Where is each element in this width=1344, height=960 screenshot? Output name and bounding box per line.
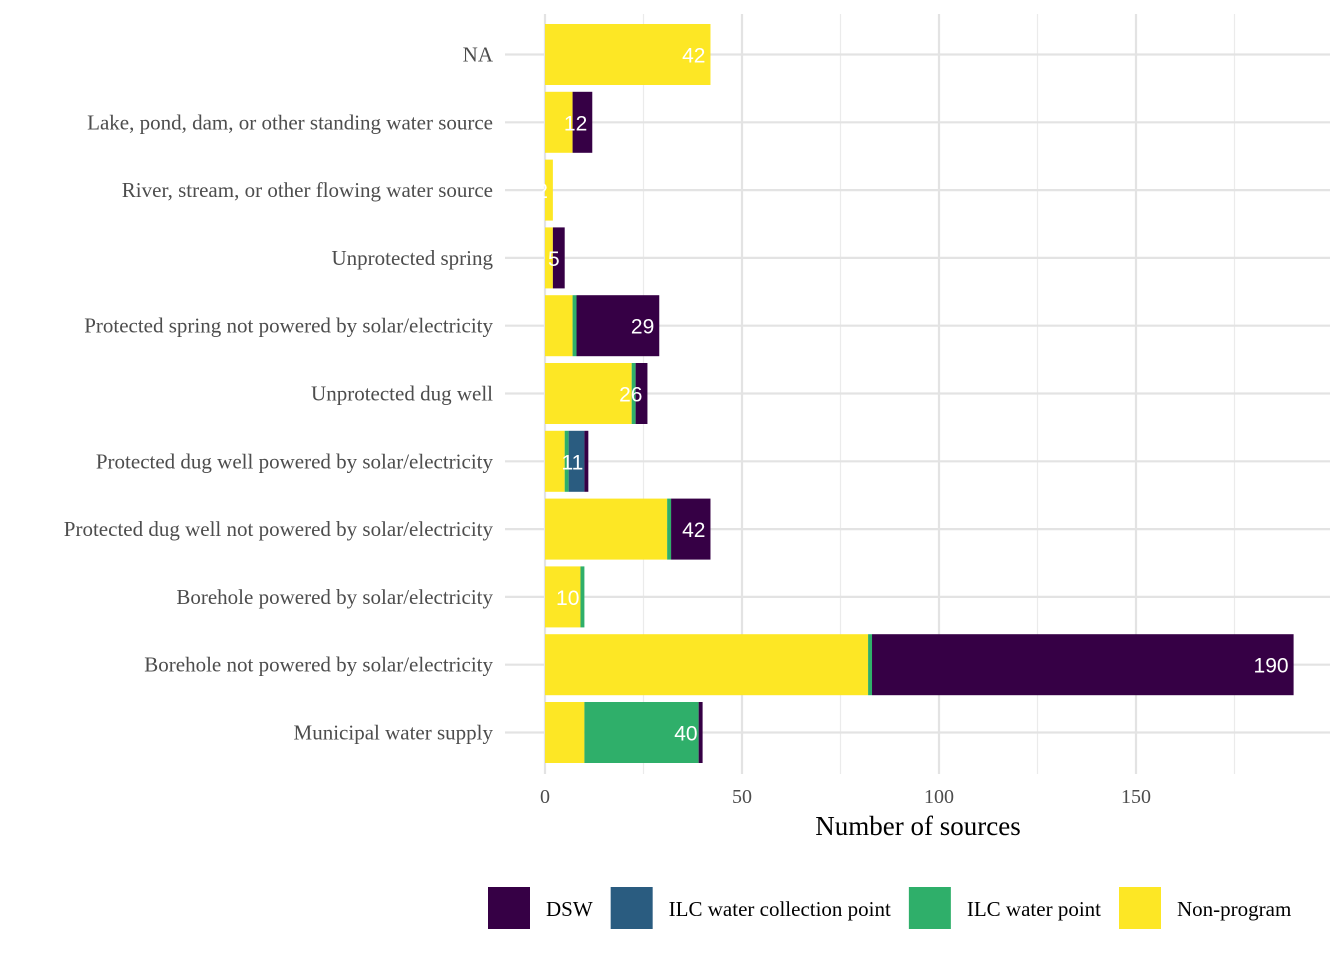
bar-segment-non-program	[545, 295, 573, 357]
category-label: Municipal water supply	[294, 721, 494, 745]
bar-total-label: 42	[682, 519, 705, 542]
category-label: River, stream, or other flowing water so…	[122, 178, 493, 202]
bar-total-label: 12	[564, 112, 587, 135]
legend: DSW ILC water collection point ILC water p…	[488, 887, 1291, 929]
category-label: Protected dug well not powered by solar/…	[64, 517, 494, 541]
legend-label: ILC water point	[967, 897, 1101, 921]
bar-segment-ilc-water-point	[580, 566, 585, 628]
legend-label: ILC water collection point	[669, 897, 891, 921]
x-tick-label: 150	[1121, 786, 1151, 808]
bar-segment-ilc-water-point	[584, 702, 699, 763]
bar-segment-non-program	[545, 430, 565, 492]
bar-total-label: 11	[562, 451, 584, 474]
x-tick-label: 50	[732, 786, 752, 808]
bar-segment-non-program	[545, 227, 553, 289]
legend-label: DSW	[546, 897, 593, 921]
legend-swatch	[908, 887, 951, 929]
bar-segment-dsw	[576, 295, 660, 357]
bar-segment-dsw	[552, 227, 565, 289]
bar-segment-dsw	[584, 430, 589, 492]
bar-segment-dsw	[671, 498, 711, 560]
x-tick-label: 0	[540, 786, 550, 808]
bar-segment-dsw	[698, 702, 703, 763]
bars	[545, 24, 1294, 763]
bar-segment-ilc-water-point	[631, 363, 636, 424]
bar-total-label: 2	[536, 180, 548, 203]
category-label: Unprotected dug well	[311, 382, 493, 406]
bar-total-label: 26	[619, 384, 642, 407]
bar-total-label: 42	[682, 45, 705, 68]
bar-segment-non-program	[545, 702, 585, 763]
bar-total-label: 190	[1254, 655, 1289, 678]
category-axis-labels: NA Lake, pond, dam, or other standing wat…	[64, 43, 494, 745]
bar-segment-non-program	[545, 363, 632, 424]
legend-swatch	[1119, 887, 1161, 929]
bar-total-label: 40	[674, 723, 697, 746]
bar-segment-non-program	[545, 566, 581, 628]
legend-label: Non-program	[1177, 897, 1291, 921]
bar-total-labels: 42 12 2 5 29 26 11 42 10 190 40	[536, 45, 1288, 746]
x-axis-title: Number of sources	[815, 811, 1020, 841]
category-label: Lake, pond, dam, or other standing water…	[87, 110, 493, 134]
bar-segment-non-program	[545, 159, 553, 221]
bar-segment-dsw	[635, 363, 648, 424]
bar-segment-ilc-water-point	[564, 430, 569, 492]
bar-total-label: 10	[556, 587, 579, 610]
bar-total-label: 29	[631, 316, 654, 339]
category-label: Unprotected spring	[331, 246, 493, 270]
bar-segment-dsw	[572, 91, 593, 153]
bar-segment-non-program	[545, 498, 668, 560]
category-label: Borehole not powered by solar/electricit…	[144, 653, 493, 677]
bar-segment-ilc-water-point	[868, 634, 873, 696]
x-axis-tick-labels: 0 50 100 150	[540, 786, 1151, 808]
legend-swatch	[610, 887, 653, 929]
bar-segment-ilc-water-point	[572, 295, 577, 357]
bar-segment-ilc-water-point	[667, 498, 672, 560]
x-tick-label: 100	[924, 786, 954, 808]
bar-segment-ilc-water-collection-point	[568, 430, 585, 492]
bar-segment-non-program	[545, 24, 711, 85]
category-label: Borehole powered by solar/electricity	[176, 585, 493, 609]
bar-segment-non-program	[545, 634, 869, 696]
bar-segment-dsw	[872, 634, 1294, 696]
category-label: Protected dug well powered by solar/elec…	[96, 449, 494, 473]
category-label: NA	[463, 43, 494, 67]
legend-swatch	[488, 887, 530, 929]
category-label: Protected spring not powered by solar/el…	[84, 314, 493, 338]
bar-total-label: 5	[548, 248, 560, 271]
bar-segment-non-program	[545, 91, 573, 153]
